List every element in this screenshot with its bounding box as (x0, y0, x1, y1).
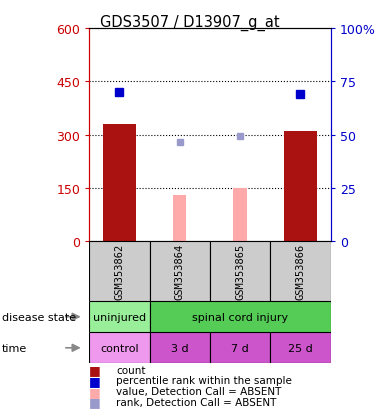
Text: GSM353865: GSM353865 (235, 244, 245, 299)
Bar (210, 242, 270, 301)
Bar (173, 195, 187, 242)
Bar (284, 132, 317, 242)
Text: GSM353864: GSM353864 (175, 244, 185, 299)
Text: 7 d: 7 d (231, 343, 249, 353)
Bar (270, 332, 331, 363)
Bar (89, 332, 150, 363)
Bar (150, 332, 210, 363)
Bar (210, 332, 270, 363)
Text: 25 d: 25 d (288, 343, 313, 353)
Text: ■: ■ (89, 395, 101, 408)
Text: GSM353866: GSM353866 (295, 244, 306, 299)
Bar (89, 242, 150, 301)
Text: rank, Detection Call = ABSENT: rank, Detection Call = ABSENT (116, 397, 276, 407)
Text: ■: ■ (89, 363, 101, 376)
Text: count: count (116, 365, 146, 375)
Text: uninjured: uninjured (93, 312, 146, 322)
Text: percentile rank within the sample: percentile rank within the sample (116, 375, 292, 385)
Bar (89, 301, 150, 332)
Text: disease state: disease state (2, 312, 76, 322)
Text: 3 d: 3 d (171, 343, 188, 353)
Text: spinal cord injury: spinal cord injury (192, 312, 288, 322)
Text: GSM353862: GSM353862 (114, 244, 125, 299)
Bar (270, 242, 331, 301)
Bar (150, 301, 331, 332)
Text: ■: ■ (89, 374, 101, 387)
Bar (103, 125, 136, 242)
Text: GDS3507 / D13907_g_at: GDS3507 / D13907_g_at (100, 14, 280, 31)
Text: control: control (100, 343, 139, 353)
Bar (233, 188, 247, 242)
Bar (150, 242, 210, 301)
Text: time: time (2, 343, 27, 353)
Text: value, Detection Call = ABSENT: value, Detection Call = ABSENT (116, 386, 281, 396)
Text: ■: ■ (89, 385, 101, 398)
